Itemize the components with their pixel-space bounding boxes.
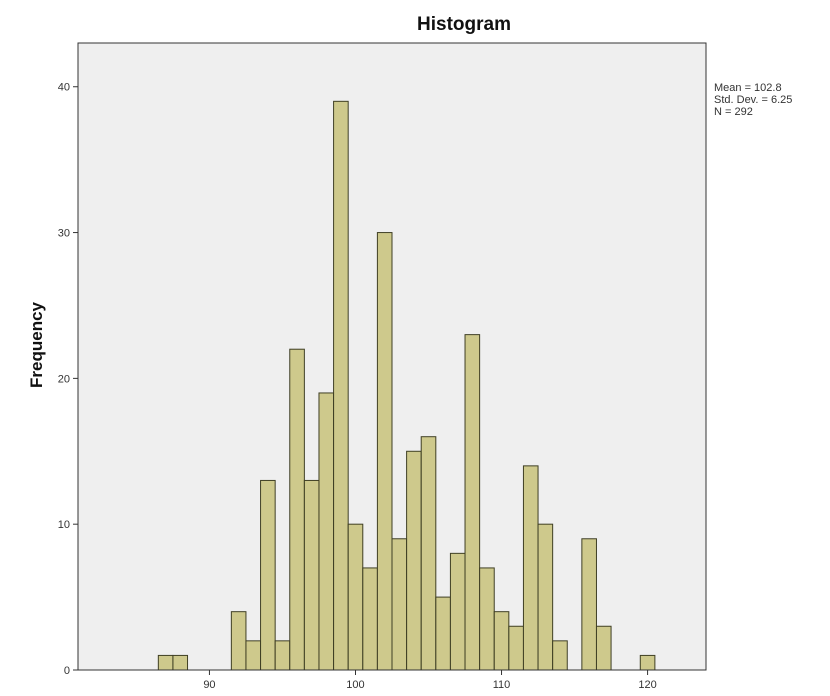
bar-107	[449, 552, 466, 671]
stats-mean: Mean = 102.8	[714, 82, 782, 94]
bar-93	[245, 640, 262, 671]
bar-group	[157, 100, 656, 671]
bar-106	[435, 596, 451, 671]
y-tick-label: 20	[58, 373, 70, 385]
bar-102	[376, 232, 393, 671]
y-tick-label: 0	[64, 665, 70, 677]
bar-110	[493, 611, 510, 671]
bar-109	[479, 567, 495, 671]
bar-103	[391, 538, 408, 671]
bar-114	[552, 640, 568, 671]
y-axis-label: Frequency	[27, 301, 46, 388]
bar-100	[347, 523, 364, 671]
bar-117	[595, 625, 612, 671]
bar-94	[260, 479, 276, 671]
bar-104	[406, 450, 422, 671]
stats-std-dev: Std. Dev. = 6.25	[714, 94, 792, 106]
chart-title: Histogram	[417, 14, 511, 35]
y-tick-label: 10	[58, 519, 70, 531]
bar-116	[581, 538, 597, 671]
bar-97	[303, 479, 320, 671]
bar-96	[289, 348, 305, 671]
bar-98	[318, 392, 335, 671]
bar-112	[522, 465, 539, 671]
x-tick-label: 90	[203, 679, 215, 691]
bar-95	[274, 640, 291, 671]
bar-92	[230, 611, 247, 671]
x-tick-label: 110	[493, 679, 511, 691]
bar-99	[333, 100, 349, 671]
bar-87	[157, 654, 174, 671]
bar-111	[508, 625, 524, 671]
y-tick-label: 30	[58, 228, 70, 240]
y-axis: 0 10 20 30 40	[58, 82, 78, 677]
stats-n: N = 292	[714, 106, 753, 118]
x-axis: 90 100 110 120	[203, 670, 657, 691]
bar-101	[362, 567, 378, 671]
plot-frame	[77, 42, 707, 671]
bar-120	[639, 654, 656, 671]
bar-113	[537, 523, 554, 671]
bar-88	[172, 654, 189, 671]
bar-105	[420, 436, 437, 671]
y-tick-label: 40	[58, 82, 70, 94]
bar-108	[464, 334, 481, 671]
x-tick-label: 100	[346, 679, 364, 691]
x-tick-label: 120	[638, 679, 656, 691]
